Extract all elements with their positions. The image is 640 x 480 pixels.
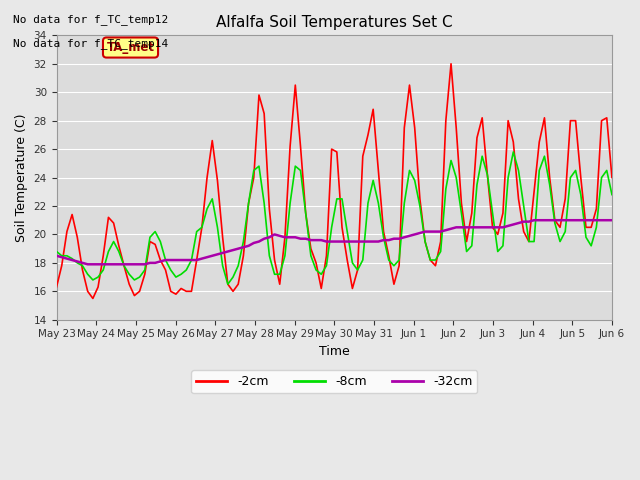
- Title: Alfalfa Soil Temperatures Set C: Alfalfa Soil Temperatures Set C: [216, 15, 452, 30]
- Text: TA_met: TA_met: [106, 41, 154, 54]
- Y-axis label: Soil Temperature (C): Soil Temperature (C): [15, 113, 28, 242]
- X-axis label: Time: Time: [319, 345, 349, 358]
- Legend: -2cm, -8cm, -32cm: -2cm, -8cm, -32cm: [191, 370, 477, 393]
- Text: No data for f_TC_temp12: No data for f_TC_temp12: [13, 14, 168, 25]
- Text: No data for f_TC_temp14: No data for f_TC_temp14: [13, 38, 168, 49]
